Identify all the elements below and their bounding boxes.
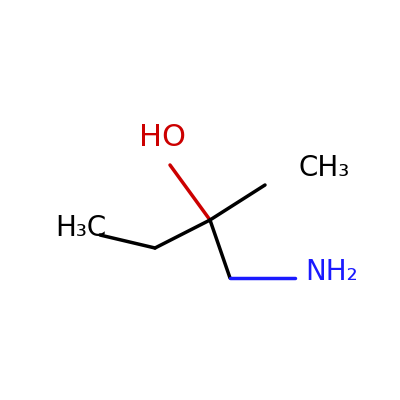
Text: NH₂: NH₂ <box>305 258 358 286</box>
Text: HO: HO <box>140 124 186 152</box>
Text: CH₃: CH₃ <box>298 154 349 182</box>
Text: H₃C: H₃C <box>55 214 106 242</box>
